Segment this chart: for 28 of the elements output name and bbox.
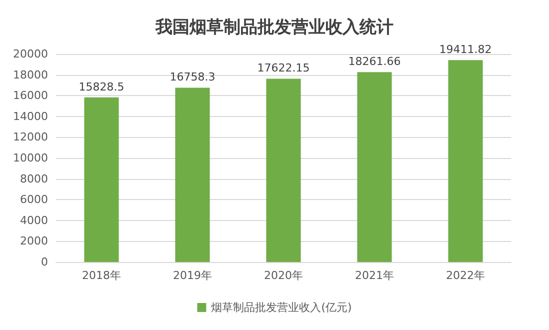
x-tick-label: 2020年 (264, 269, 303, 282)
y-tick-label: 18000 (13, 68, 48, 82)
y-tick-label: 10000 (13, 152, 48, 164)
bar (357, 72, 392, 262)
y-tick-label: 8000 (20, 172, 48, 186)
y-tick-label: 0 (41, 256, 48, 268)
data-label: 19411.82 (439, 43, 492, 56)
y-tick-label: 14000 (13, 110, 48, 123)
x-tick-label: 2019年 (173, 269, 212, 282)
y-tick-label: 12000 (13, 130, 48, 144)
y-tick-label: 16000 (13, 89, 48, 102)
y-tick-label: 6000 (20, 193, 48, 206)
x-tick-label: 2018年 (82, 269, 121, 282)
y-tick-label: 20000 (13, 48, 48, 60)
bar (175, 88, 210, 262)
legend-label: 烟草制品批发营业收入(亿元) (211, 301, 352, 314)
x-tick-label: 2022年 (446, 269, 485, 282)
y-tick-label: 2000 (20, 234, 48, 248)
bar (448, 60, 483, 262)
data-label: 18261.66 (348, 55, 401, 68)
data-label: 17622.15 (257, 62, 310, 75)
chart-title: 我国烟草制品批发营业收入统计 (154, 18, 394, 38)
data-label: 15828.5 (78, 80, 124, 94)
bar (266, 78, 301, 262)
y-tick-label: 4000 (20, 214, 48, 227)
bar (84, 97, 119, 262)
data-label: 16758.3 (170, 70, 216, 84)
x-tick-label: 2021年 (355, 269, 394, 282)
